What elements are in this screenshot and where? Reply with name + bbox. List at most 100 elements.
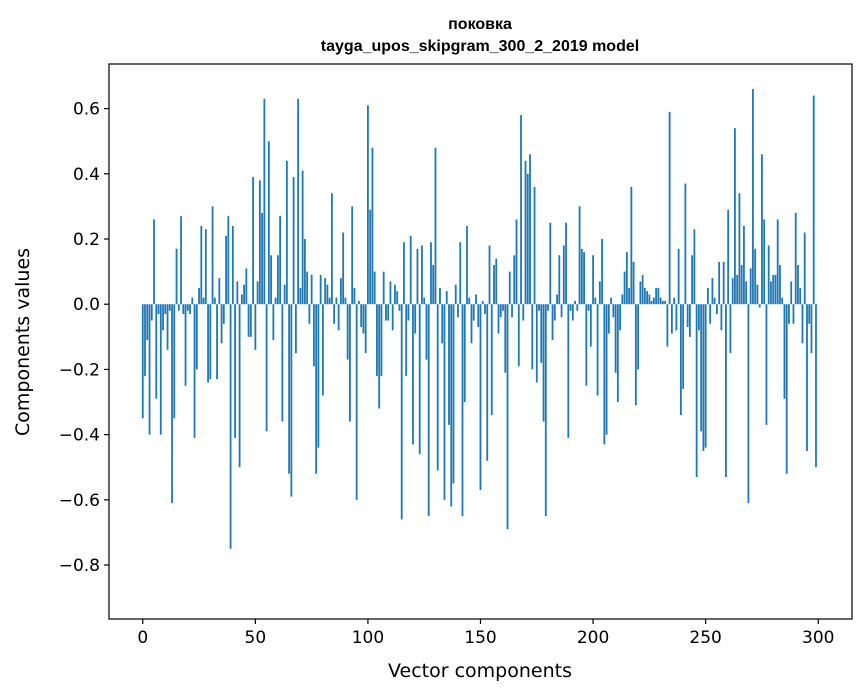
bar <box>247 304 250 337</box>
bar <box>159 304 162 435</box>
bar <box>493 265 495 305</box>
bar <box>155 304 158 399</box>
bar <box>394 284 396 305</box>
bar <box>349 304 351 422</box>
bar <box>434 147 437 305</box>
bar <box>362 304 365 334</box>
y-tick-label: −0.8 <box>59 556 100 576</box>
bar <box>605 304 608 435</box>
bar <box>783 304 786 399</box>
bar <box>630 186 633 305</box>
bar <box>364 304 367 354</box>
bar <box>306 271 309 305</box>
bar <box>497 304 500 334</box>
bar <box>171 304 173 504</box>
bar <box>652 297 655 305</box>
bar <box>700 304 703 432</box>
bar <box>344 297 347 305</box>
bar <box>229 304 232 549</box>
bar <box>367 105 369 305</box>
bar <box>758 304 761 308</box>
bar <box>684 183 687 305</box>
bar <box>403 242 405 305</box>
bar <box>432 265 435 305</box>
bar <box>610 297 612 305</box>
bar <box>745 281 748 305</box>
bar <box>756 284 759 305</box>
bar <box>587 304 590 311</box>
bar <box>779 265 781 305</box>
bar <box>810 304 813 354</box>
bar <box>639 281 642 305</box>
x-tick-label: 50 <box>245 628 267 648</box>
bar <box>585 304 588 386</box>
bar <box>544 304 547 517</box>
bar <box>664 300 667 305</box>
bar <box>533 186 536 305</box>
bar <box>634 304 637 406</box>
bar <box>614 304 617 373</box>
bar <box>274 297 277 305</box>
bar <box>168 304 171 311</box>
bar <box>569 304 572 311</box>
bar <box>461 304 464 517</box>
bar <box>182 304 185 314</box>
bar <box>454 284 457 305</box>
bar <box>511 304 513 318</box>
y-axis-label: Components values <box>12 248 34 436</box>
bar <box>502 304 504 311</box>
x-tick-label: 250 <box>689 628 721 648</box>
bar <box>283 284 286 305</box>
bar <box>506 304 509 530</box>
bar <box>254 304 257 350</box>
bar <box>650 300 653 305</box>
bar <box>529 154 531 305</box>
bar <box>213 297 216 305</box>
bar <box>560 304 563 318</box>
bar <box>488 245 491 305</box>
bar <box>475 294 477 305</box>
bar <box>290 304 293 497</box>
bar <box>380 304 383 376</box>
bar <box>522 304 525 321</box>
bar <box>632 261 635 305</box>
bar <box>164 304 167 314</box>
bar <box>245 268 248 305</box>
chart-title: поковка <box>448 16 512 33</box>
bar <box>297 98 300 305</box>
bar <box>258 180 261 305</box>
bar <box>231 225 234 305</box>
bar <box>436 304 439 471</box>
bar <box>407 304 410 321</box>
bar <box>376 304 378 376</box>
bar <box>808 304 811 324</box>
bar <box>803 232 806 305</box>
bar <box>729 304 732 354</box>
bar <box>540 304 543 363</box>
bar <box>792 304 795 324</box>
bar <box>193 304 196 438</box>
bar <box>576 304 579 311</box>
bar <box>355 304 358 500</box>
bar <box>180 216 182 305</box>
bar <box>720 304 723 331</box>
bar <box>148 304 151 435</box>
bar <box>452 304 455 484</box>
bar <box>373 271 376 305</box>
bar <box>249 304 252 337</box>
bar <box>698 304 700 331</box>
bar <box>317 304 320 448</box>
y-axis: −0.8 −0.6 −0.4 −0.2 0.0 0.2 0.4 0.6 <box>59 100 109 576</box>
bar <box>481 300 484 305</box>
bar <box>763 219 766 305</box>
bar <box>385 304 387 321</box>
x-tick-label: 0 <box>137 628 148 648</box>
bar <box>328 297 331 305</box>
bar <box>292 177 295 305</box>
bar <box>216 304 218 380</box>
bar <box>749 268 752 305</box>
bar <box>468 297 471 305</box>
bar <box>312 304 315 367</box>
bar <box>324 278 327 305</box>
bar <box>709 304 712 324</box>
